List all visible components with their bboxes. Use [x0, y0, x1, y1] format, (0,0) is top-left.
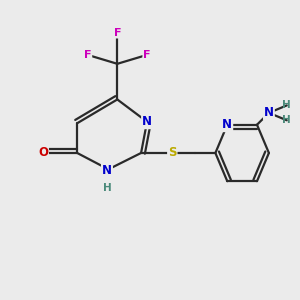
Text: F: F: [84, 50, 91, 60]
Text: H: H: [282, 100, 291, 110]
Text: H: H: [103, 183, 111, 193]
Text: O: O: [38, 146, 48, 160]
Text: N: N: [264, 106, 274, 119]
Text: F: F: [143, 50, 151, 60]
Text: N: N: [142, 115, 152, 128]
Text: H: H: [282, 115, 291, 125]
Text: S: S: [168, 146, 176, 160]
Text: N: N: [102, 164, 112, 177]
Text: F: F: [114, 28, 121, 38]
Text: N: N: [222, 118, 232, 131]
Text: N: N: [102, 164, 112, 177]
